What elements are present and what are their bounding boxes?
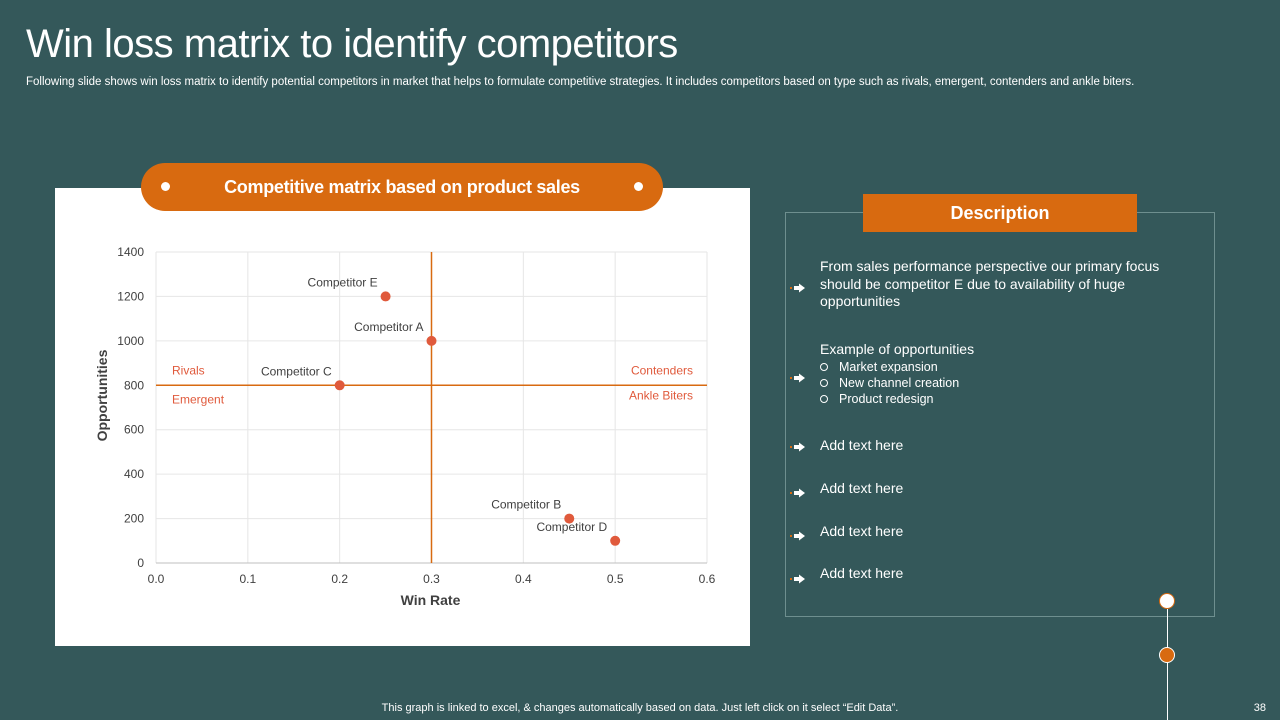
description-text-4: Add text here <box>820 480 904 496</box>
circle-bullet-icon <box>820 378 828 387</box>
opportunity-item: Product redesign <box>820 391 1160 407</box>
x-tick-label: 0.6 <box>699 572 716 586</box>
data-point <box>610 535 621 546</box>
chart-title-pill: Competitive matrix based on product sale… <box>141 163 663 211</box>
data-label: Competitor B <box>491 498 561 512</box>
y-tick-label: 1000 <box>117 334 144 348</box>
x-axis-label: Win Rate <box>401 592 461 608</box>
data-point <box>564 513 575 524</box>
page-number: 38 <box>1253 702 1266 714</box>
description-item-2-label: Example of opportunities <box>820 341 975 357</box>
x-tick-label: 0.2 <box>331 572 348 586</box>
footer-note: This graph is linked to excel, & changes… <box>381 702 899 714</box>
quadrant-label: Emergent <box>172 392 225 406</box>
slide-title: Win loss matrix to identify competitors <box>26 22 678 66</box>
x-tick-label: 0.3 <box>423 572 440 586</box>
y-tick-label: 0 <box>137 556 144 570</box>
quadrant-label: Rivals <box>172 363 205 377</box>
quadrant-label: Ankle Biters <box>629 388 693 402</box>
y-tick-label: 800 <box>124 378 144 392</box>
arrow-right-icon <box>790 373 805 383</box>
chart-title: Competitive matrix based on product sale… <box>224 176 580 197</box>
description-text-3: Add text here <box>820 437 904 453</box>
pill-dot-right <box>634 182 643 191</box>
y-tick-label: 1400 <box>117 245 144 259</box>
opportunity-item: New channel creation <box>820 375 1160 391</box>
arrow-right-icon <box>790 283 805 293</box>
opportunity-list: Market expansion New channel creation Pr… <box>820 359 1160 407</box>
scatter-chart: 0.0 0.1 0.2 0.3 0.4 0.5 0.6 0 200 400 600 800 1000 12… <box>94 245 716 608</box>
description-text-1: From sales performance perspective our p… <box>820 258 1160 309</box>
arrow-right-icon <box>790 531 805 541</box>
y-tick-label: 600 <box>124 423 144 437</box>
decorative-circle-bottom <box>1159 647 1175 663</box>
x-tick-label: 0.1 <box>239 572 256 586</box>
circle-bullet-icon <box>820 394 828 403</box>
data-point <box>426 335 437 346</box>
data-label: Competitor A <box>354 320 423 334</box>
y-tick-label: 200 <box>124 512 144 526</box>
arrow-right-icon <box>790 488 805 498</box>
arrow-right-icon <box>790 442 805 452</box>
decorative-vertical-line <box>1167 609 1168 720</box>
description-text-2: Example of opportunities Market expansio… <box>820 341 1160 407</box>
x-tick-label: 0.4 <box>515 572 532 586</box>
chart-card <box>55 188 750 646</box>
data-point <box>380 291 391 302</box>
data-label: Competitor D <box>536 520 607 534</box>
arrow-right-icon <box>790 574 805 584</box>
opportunity-item: Market expansion <box>820 359 1160 375</box>
x-tick-label: 0.0 <box>148 572 165 586</box>
slide-subtitle: Following slide shows win loss matrix to… <box>26 76 1135 88</box>
data-label: Competitor E <box>308 275 378 289</box>
y-tick-label: 400 <box>124 467 144 481</box>
decorative-circle-top <box>1159 593 1175 609</box>
pill-dot-left <box>161 182 170 191</box>
circle-bullet-icon <box>820 362 828 371</box>
quadrant-label: Contenders <box>631 363 693 377</box>
data-point <box>334 380 345 391</box>
data-label: Competitor C <box>261 364 332 378</box>
description-text-5: Add text here <box>820 523 904 539</box>
description-text-6: Add text here <box>820 565 904 581</box>
x-tick-label: 0.5 <box>607 572 624 586</box>
y-axis-label: Opportunities <box>94 349 110 441</box>
description-header: Description <box>863 194 1137 232</box>
y-tick-label: 1200 <box>117 289 144 303</box>
